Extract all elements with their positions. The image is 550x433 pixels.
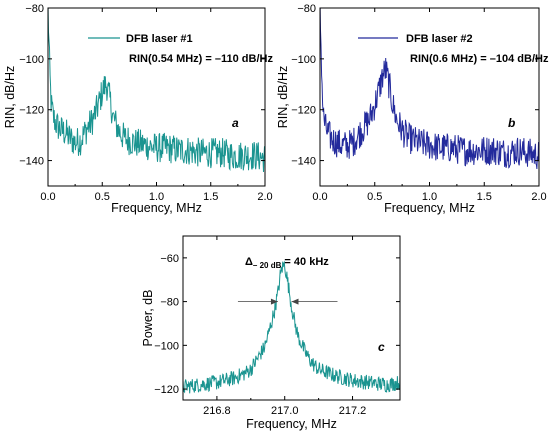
axes-frame-c <box>182 235 401 401</box>
y-tick-label: −100 <box>19 54 44 66</box>
y-axis-label: RIN, dB/Hz <box>276 66 290 129</box>
x-axis-label: Frequency, MHz <box>111 201 202 215</box>
x-tick-label: 0.5 <box>95 191 110 203</box>
legend: DFB laser #1 <box>88 33 193 45</box>
y-tick-label: −80 <box>297 3 316 15</box>
y-tick-label: −60 <box>160 253 179 265</box>
rin-annotation: RIN(0.6 MHz) = –104 dB/Hz <box>410 53 549 65</box>
x-tick-label: 0.0 <box>312 191 327 203</box>
y-tick-label: −120 <box>291 105 316 117</box>
legend-entry: DFB laser #2 <box>406 33 473 45</box>
x-tick-label: 217.0 <box>271 405 299 417</box>
x-tick-label: 217.2 <box>339 405 367 417</box>
x-tick-label: 1.0 <box>422 191 437 203</box>
x-tick-label: 0.0 <box>40 191 55 203</box>
x-axis-label: Frequency, MHz <box>246 417 337 431</box>
y-tick-label: −140 <box>291 156 316 168</box>
x-tick-label: 2.0 <box>257 191 272 203</box>
series-line-a <box>48 8 265 173</box>
y-tick-label: −80 <box>25 3 44 15</box>
panel-b: 0.0 0.5 1.0 1.5 2.0 −80 −100 −120 −140 Frequency,… <box>276 3 549 215</box>
x-axis-label: Frequency, MHz <box>384 201 475 215</box>
x-tick-label: 1.5 <box>203 191 218 203</box>
y-tick-label: −100 <box>291 54 316 66</box>
panel-label: c <box>378 340 385 354</box>
legend: DFB laser #2 <box>358 33 473 45</box>
y-axis-label: Power, dB <box>141 290 155 347</box>
legend-entry: DFB laser #1 <box>126 33 193 45</box>
y-tick-label: −140 <box>19 156 44 168</box>
linewidth-annotation: Δ– 20 dB = 40 kHz <box>245 256 329 270</box>
x-tick-label: 0.5 <box>367 191 382 203</box>
rin-annotation: RIN(0.54 MHz) = –110 dB/Hz <box>129 53 273 65</box>
x-tick-label: 216.8 <box>203 405 231 417</box>
panel-label: b <box>508 116 515 130</box>
y-tick-label: −120 <box>19 105 44 117</box>
panel-label: a <box>232 116 239 130</box>
arrow-left-head <box>270 298 278 305</box>
y-tick-label: −100 <box>154 340 179 352</box>
linewidth-marker <box>237 298 338 305</box>
y-tick-label: −120 <box>154 384 179 396</box>
y-tick-label: −80 <box>160 297 179 309</box>
series-line-b <box>320 8 539 170</box>
arrow-right-head <box>291 298 299 305</box>
x-tick-label: 1.0 <box>149 191 164 203</box>
panel-c: 216.8 217.0 217.2 −60 −80 −100 −120 Frequency, … <box>141 235 401 431</box>
series-line-c <box>183 260 400 394</box>
y-axis-label: RIN, dB/Hz <box>3 66 17 129</box>
panel-a: 0.0 0.5 1.0 1.5 2.0 −80 −100 −120 −140 Frequency,… <box>3 3 273 215</box>
x-tick-label: 2.0 <box>531 191 546 203</box>
x-tick-label: 1.5 <box>477 191 492 203</box>
